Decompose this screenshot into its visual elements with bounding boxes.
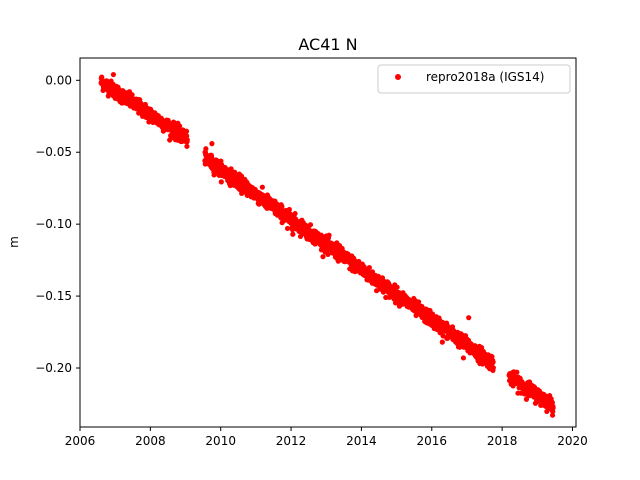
data-point (177, 123, 183, 129)
data-point (203, 146, 209, 152)
x-tick-label: 2018 (487, 434, 518, 448)
plot-area (79, 57, 577, 428)
chart-title: AC41 N (298, 35, 357, 54)
y-tick-label: −0.05 (35, 145, 72, 159)
data-point (142, 101, 148, 108)
data-point (183, 128, 190, 134)
data-point (523, 396, 530, 402)
y-tick-label: −0.20 (35, 361, 72, 375)
data-point (326, 232, 332, 238)
data-point (379, 275, 386, 281)
axes-frame (79, 57, 577, 428)
data-point (514, 369, 520, 375)
data-point (184, 133, 190, 139)
data-point (490, 365, 496, 371)
data-point (373, 288, 380, 294)
data-point-outlier (466, 315, 472, 321)
data-point-outlier (290, 231, 296, 237)
x-tick-label: 2006 (65, 434, 96, 448)
data-point (232, 169, 238, 175)
x-tick-label: 2020 (557, 434, 588, 448)
data-point (320, 254, 326, 260)
x-tick-label: 2010 (205, 434, 236, 448)
legend-marker (395, 74, 401, 80)
data-point-outlier (325, 251, 331, 257)
y-tick-label: −0.10 (35, 217, 72, 231)
data-point (279, 203, 285, 210)
x-tick-label: 2016 (416, 434, 447, 448)
data-point-outlier (445, 335, 451, 341)
y-tick-label: −0.15 (35, 289, 72, 303)
data-point (218, 179, 224, 185)
data-point (550, 405, 556, 411)
legend-label: repro2018a (IGS14) (426, 70, 544, 84)
y-axis: 0.00 −0.05 −0.10 −0.15 −0.20 (35, 73, 80, 375)
data-point (184, 143, 190, 149)
data-point (99, 74, 105, 80)
data-point (394, 284, 400, 290)
data-point (440, 333, 446, 339)
y-axis-label: m (7, 236, 21, 248)
data-point-outlier (240, 181, 247, 187)
x-tick-label: 2008 (135, 434, 166, 448)
data-point (129, 92, 135, 98)
x-axis: 2006 2008 2010 2012 2014 2016 2018 2020 (65, 427, 588, 448)
x-tick-label: 2012 (276, 434, 307, 448)
data-point-outlier (460, 355, 467, 361)
data-point (167, 137, 173, 143)
data-point-outlier (439, 339, 445, 345)
legend-frame (377, 64, 571, 94)
data-point-outlier (110, 71, 117, 78)
x-tick-label: 2014 (346, 434, 377, 448)
data-point-outlier (284, 225, 291, 232)
data-point (416, 299, 422, 305)
data-point (479, 345, 485, 351)
legend: repro2018a (IGS14) (377, 64, 571, 94)
data-point (286, 206, 292, 213)
data-point (307, 222, 314, 228)
data-point (549, 412, 556, 418)
data-point (292, 211, 298, 217)
data-point (184, 137, 190, 143)
data-point (490, 359, 496, 365)
data-point (366, 265, 372, 271)
data-point-outlier (209, 141, 215, 147)
data-point (289, 227, 296, 233)
data-point-outlier (334, 240, 340, 246)
points-layer (98, 71, 556, 418)
y-tick-label: 0.00 (45, 73, 72, 87)
data-point (259, 184, 265, 190)
